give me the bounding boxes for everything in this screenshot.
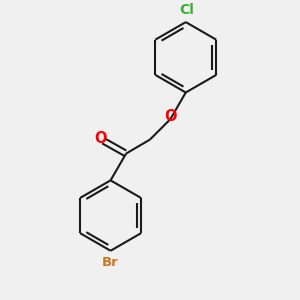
Text: Br: Br xyxy=(102,256,119,269)
Text: Cl: Cl xyxy=(180,3,195,17)
Text: O: O xyxy=(164,110,176,124)
Text: O: O xyxy=(94,130,107,146)
